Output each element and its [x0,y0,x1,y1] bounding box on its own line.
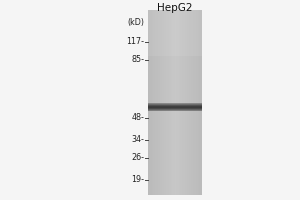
Bar [157,10,158,195]
Bar [148,108,202,109]
Bar [163,10,164,195]
Bar [171,10,172,195]
Bar [160,10,161,195]
Bar [180,10,181,195]
Bar [149,10,150,195]
Bar [165,10,166,195]
Bar [177,10,178,195]
Bar [148,10,202,56]
Bar [153,10,154,195]
Text: HepG2: HepG2 [157,3,193,13]
Bar [199,10,200,195]
Bar [190,10,191,195]
Bar [152,10,153,195]
Bar [164,10,165,195]
Bar [172,10,173,195]
Bar [182,10,183,195]
Text: (kD): (kD) [127,18,144,26]
Bar [188,10,189,195]
Bar [162,10,163,195]
Bar [191,10,192,195]
Bar [198,10,199,195]
Bar [160,10,161,195]
Bar [166,10,167,195]
Bar [169,10,170,195]
Bar [192,10,193,195]
Bar [194,10,195,195]
Text: 34-: 34- [131,136,144,144]
Bar [159,10,160,195]
Bar [175,10,176,195]
Bar [155,10,156,195]
Text: 26-: 26- [131,154,144,162]
Bar [197,10,198,195]
Bar [170,10,171,195]
Bar [187,10,188,195]
Bar [186,10,187,195]
Bar [150,10,151,195]
Bar [169,10,170,195]
Bar [151,10,152,195]
Bar [148,106,202,107]
Bar [158,10,159,195]
Text: 85-: 85- [131,55,144,64]
Bar [154,10,155,195]
Bar [161,10,162,195]
Bar [148,10,149,195]
Bar [196,10,197,195]
Bar [148,102,202,103]
Bar [195,10,196,195]
Bar [148,109,202,110]
Bar [185,10,186,195]
Bar [176,10,177,195]
Bar [148,103,202,104]
Bar [200,10,201,195]
Bar [181,10,182,195]
Bar [201,10,202,195]
Bar [193,10,194,195]
Bar [184,10,185,195]
Text: 48-: 48- [131,114,144,122]
Bar [174,10,175,195]
Bar [179,10,180,195]
Bar [148,110,202,111]
Bar [148,104,202,105]
Bar [167,10,168,195]
Bar [148,105,202,106]
Bar [168,10,169,195]
Bar [183,10,184,195]
Bar [148,107,202,108]
Text: 19-: 19- [131,176,144,184]
Bar [173,10,174,195]
Bar [178,10,179,195]
Text: 117-: 117- [126,38,144,46]
Bar [156,10,157,195]
Bar [189,10,190,195]
